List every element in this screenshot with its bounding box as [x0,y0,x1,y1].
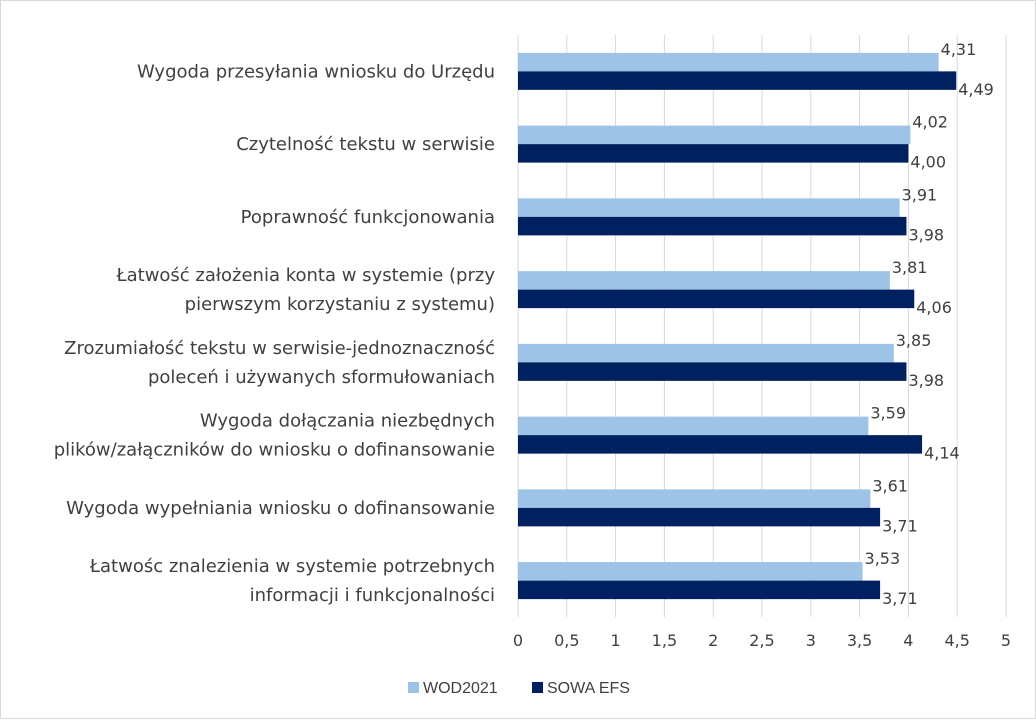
legend-item-wod2021: WOD2021 [408,680,498,697]
category-label: Wygoda dołączania niezbędnych plików/załą… [54,411,495,461]
x-tick-label: 1 [611,631,621,650]
bar-sowa-efs [518,362,907,381]
bar-sowa-efs [518,216,907,236]
data-label: 4,00 [910,153,946,172]
data-label: 3,59 [870,404,906,423]
category-label: Poprawność funkcjonowania [241,207,495,228]
x-tick-label: 2,5 [749,631,774,650]
bar-sowa-efs [518,71,957,90]
bar-sowa-efs [518,144,909,163]
legend-item-sowa-efs: SOWA EFS [532,680,630,697]
bars [518,52,957,600]
data-label: 3,71 [882,516,918,535]
bar-wod2021 [518,416,869,436]
bar-wod2021 [518,343,894,363]
category-labels: Wygoda przesyłania wniosku do Urzędu Czyt… [54,61,496,606]
x-tick-label: 3 [806,631,816,650]
legend: WOD2021 SOWA EFS [408,680,630,697]
legend-label: SOWA EFS [547,680,630,697]
bar-sowa-efs [518,580,881,600]
x-tick-label: 2 [708,631,718,650]
data-label: 4,02 [912,113,948,132]
data-label: 3,98 [908,225,944,244]
bar-sowa-efs [518,435,923,454]
data-label: 4,31 [941,40,977,59]
category-label: Czytelność tekstu w serwisie [236,134,495,155]
x-tick-label: 1,5 [652,631,677,650]
data-label: 4,06 [916,298,952,317]
bar-wod2021 [518,125,911,145]
category-label: Zrozumiałość tekstu w serwisie-jednoznac… [64,338,495,388]
data-label: 3,85 [896,331,932,350]
category-label: Wygoda wypełniania wniosku o dofinansowa… [66,498,495,519]
bar-wod2021 [518,198,900,217]
x-tick-label: 0,5 [554,631,579,650]
data-label: 4,49 [958,80,994,99]
bar-sowa-efs [518,289,915,309]
data-label: 3,81 [892,258,928,277]
data-label: 3,71 [882,589,918,608]
legend-swatch [532,682,543,693]
bar-sowa-efs [518,507,881,527]
category-label: Łatwość założenia konta w systemie (przy… [115,265,495,315]
data-label: 3,98 [908,371,944,390]
bar-wod2021 [518,271,890,290]
x-tick-label: 5 [1001,631,1011,650]
legend-label: WOD2021 [423,680,498,697]
data-label: 3,91 [902,185,938,204]
x-tick-label: 4 [903,631,913,650]
x-tick-label: 3,5 [847,631,872,650]
x-tick-label: 0 [513,631,523,650]
bar-wod2021 [518,562,863,581]
bar-wod2021 [518,489,871,508]
x-tick-label: 4,5 [944,631,969,650]
x-axis-ticks: 0 0,5 1 1,5 2 2,5 3 3,5 4 4,5 5 [513,631,1011,650]
data-label: 3,53 [865,549,901,568]
bar-wod2021 [518,52,939,72]
legend-swatch [408,682,419,693]
data-label: 4,14 [924,444,960,463]
category-label: Wygoda przesyłania wniosku do Urzędu [137,61,495,82]
data-labels: 4,31 4,49 4,02 4,00 3,91 3,98 3,81 4,06 3,85 3,98… [865,40,994,608]
data-label: 3,61 [872,476,908,495]
category-label: Łatwośc znalezienia w systemie potrzebny… [89,556,495,606]
